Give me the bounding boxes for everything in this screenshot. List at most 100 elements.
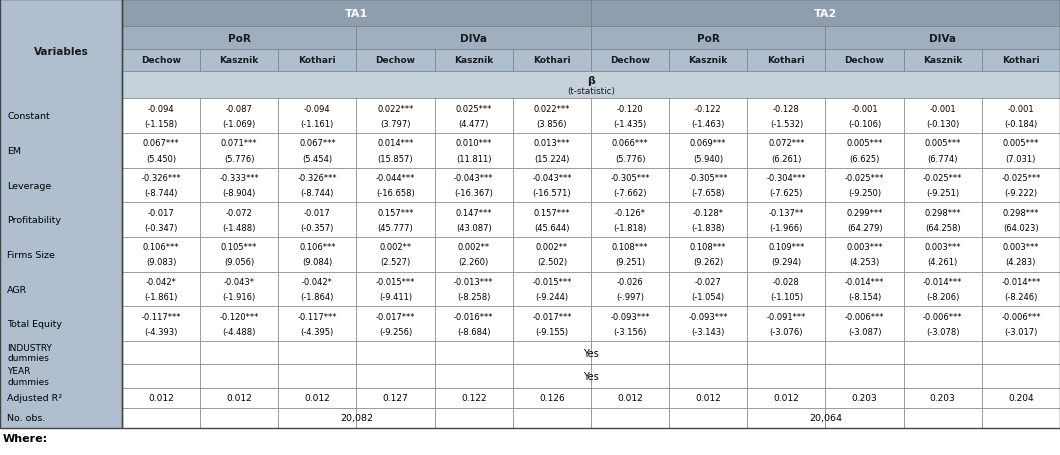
- Bar: [356, 99, 435, 134]
- Text: 0.108***: 0.108***: [690, 243, 726, 252]
- Bar: [356, 134, 435, 168]
- Text: 0.299***: 0.299***: [846, 208, 883, 217]
- Text: -0.117***: -0.117***: [141, 312, 181, 321]
- Text: 0.203: 0.203: [930, 393, 956, 402]
- Text: EM: EM: [7, 147, 21, 156]
- Text: (-4.395): (-4.395): [301, 327, 334, 336]
- Bar: [200, 203, 279, 238]
- Text: (-1.818): (-1.818): [614, 223, 647, 233]
- Text: (-9.155): (-9.155): [535, 327, 568, 336]
- Bar: [669, 341, 747, 364]
- Text: -0.042*: -0.042*: [145, 277, 176, 286]
- Text: (-16.367): (-16.367): [455, 189, 493, 198]
- Bar: [279, 99, 356, 134]
- Bar: [591, 364, 669, 388]
- Bar: [435, 238, 513, 272]
- Bar: [982, 203, 1060, 238]
- Text: PoR: PoR: [228, 34, 250, 43]
- Bar: [279, 203, 356, 238]
- Bar: [982, 341, 1060, 364]
- Bar: [279, 238, 356, 272]
- Bar: [904, 341, 982, 364]
- Text: (-8.684): (-8.684): [457, 327, 491, 336]
- Text: AGR: AGR: [7, 285, 28, 294]
- Text: -0.001: -0.001: [930, 104, 956, 113]
- Text: -0.120: -0.120: [617, 104, 643, 113]
- Bar: [122, 168, 200, 203]
- Bar: [591, 134, 669, 168]
- Bar: [435, 203, 513, 238]
- Bar: [982, 134, 1060, 168]
- Text: (-1.069): (-1.069): [223, 120, 255, 129]
- Bar: [356, 203, 435, 238]
- Text: (-0.130): (-0.130): [926, 120, 959, 129]
- Bar: [356, 238, 435, 272]
- Text: 0.109***: 0.109***: [768, 243, 805, 252]
- Text: (9.084): (9.084): [302, 258, 333, 267]
- Text: (11.811): (11.811): [456, 154, 492, 163]
- Text: -0.094: -0.094: [147, 104, 174, 113]
- Text: (-8.154): (-8.154): [848, 293, 881, 302]
- Bar: [669, 408, 747, 428]
- Text: (43.087): (43.087): [456, 223, 492, 233]
- Text: -0.126*: -0.126*: [615, 208, 646, 217]
- Text: -0.014***: -0.014***: [1002, 277, 1041, 286]
- Bar: [279, 341, 356, 364]
- Text: 20,082: 20,082: [340, 413, 373, 422]
- Bar: [747, 307, 826, 341]
- Text: (-0.347): (-0.347): [144, 223, 178, 233]
- Text: Dechow: Dechow: [845, 56, 884, 65]
- Text: (-1.105): (-1.105): [770, 293, 803, 302]
- Text: (-7.625): (-7.625): [770, 189, 803, 198]
- Text: 0.071***: 0.071***: [220, 139, 258, 148]
- Text: Constant: Constant: [7, 112, 50, 121]
- Text: 0.066***: 0.066***: [612, 139, 649, 148]
- Text: (3.856): (3.856): [536, 120, 567, 129]
- Text: -0.326***: -0.326***: [298, 173, 337, 182]
- Bar: [826, 388, 904, 408]
- Bar: [435, 168, 513, 203]
- Text: -0.093***: -0.093***: [611, 312, 650, 321]
- Text: -0.044***: -0.044***: [376, 173, 416, 182]
- Text: 0.003***: 0.003***: [1003, 243, 1039, 252]
- Text: -0.001: -0.001: [1008, 104, 1035, 113]
- Text: 0.005***: 0.005***: [924, 139, 961, 148]
- Text: (-0.184): (-0.184): [1004, 120, 1038, 129]
- Bar: [591, 341, 669, 364]
- Bar: [279, 134, 356, 168]
- Bar: [0, 0, 122, 428]
- Text: 0.012: 0.012: [226, 393, 252, 402]
- Text: -0.013***: -0.013***: [454, 277, 494, 286]
- Text: -0.304***: -0.304***: [766, 173, 807, 182]
- Text: (4.253): (4.253): [849, 258, 880, 267]
- Text: (45.644): (45.644): [534, 223, 569, 233]
- Text: -0.094: -0.094: [304, 104, 331, 113]
- Bar: [669, 238, 747, 272]
- Text: (6.261): (6.261): [772, 154, 801, 163]
- Text: -0.006***: -0.006***: [845, 312, 884, 321]
- Text: (15.224): (15.224): [534, 154, 569, 163]
- Text: Kothari: Kothari: [767, 56, 806, 65]
- Text: -0.015***: -0.015***: [532, 277, 571, 286]
- Text: 0.014***: 0.014***: [377, 139, 413, 148]
- Text: 0.298***: 0.298***: [1003, 208, 1039, 217]
- Text: -0.128*: -0.128*: [693, 208, 724, 217]
- Bar: [356, 27, 591, 50]
- Text: (-1.158): (-1.158): [144, 120, 178, 129]
- Text: (-8.206): (-8.206): [926, 293, 959, 302]
- Text: (9.294): (9.294): [772, 258, 801, 267]
- Text: 0.298***: 0.298***: [924, 208, 961, 217]
- Text: (-9.250): (-9.250): [848, 189, 881, 198]
- Bar: [826, 341, 904, 364]
- Text: -0.117***: -0.117***: [298, 312, 337, 321]
- Text: (-3.078): (-3.078): [926, 327, 959, 336]
- Bar: [826, 99, 904, 134]
- Bar: [122, 341, 200, 364]
- Bar: [279, 50, 356, 72]
- Text: (15.857): (15.857): [377, 154, 413, 163]
- Text: 0.106***: 0.106***: [299, 243, 336, 252]
- Text: (-1.054): (-1.054): [692, 293, 725, 302]
- Text: -0.027: -0.027: [695, 277, 722, 286]
- Bar: [435, 341, 513, 364]
- Text: 0.126: 0.126: [538, 393, 565, 402]
